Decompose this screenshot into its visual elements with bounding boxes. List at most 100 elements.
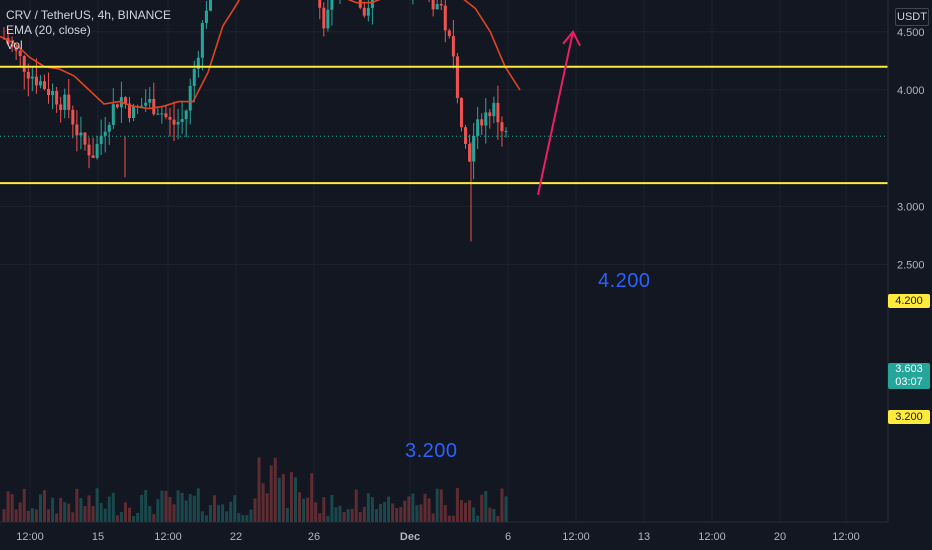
volume-bar <box>160 490 164 522</box>
volume-bar <box>237 513 241 522</box>
volume-bar <box>140 494 144 522</box>
time-tick-label: 12:00 <box>562 531 590 543</box>
candle-body <box>492 102 496 117</box>
volume-bar <box>326 515 330 522</box>
volume-bar <box>395 508 399 522</box>
candle-body <box>370 0 374 8</box>
ema-indicator-label[interactable]: EMA (20, close) <box>6 23 91 37</box>
volume-indicator-label[interactable]: Vol <box>6 38 23 52</box>
candle-body <box>455 56 459 98</box>
volume-bar <box>318 513 322 522</box>
bar-countdown: 03:07 <box>895 376 923 388</box>
level-tag-lower: 3.200 <box>888 410 930 424</box>
volume-bar <box>302 498 306 522</box>
volume-bar <box>249 509 253 522</box>
volume-bar <box>180 492 184 522</box>
support-price-label[interactable]: 3.200 <box>405 440 458 462</box>
volume-bar <box>464 502 468 522</box>
volume-bar <box>261 483 265 522</box>
time-tick-label: 15 <box>92 531 104 543</box>
candle-body <box>164 113 168 118</box>
candle-body <box>91 155 95 158</box>
volume-bar <box>221 504 225 522</box>
volume-bar <box>47 509 51 522</box>
symbol-title[interactable]: CRV / TetherUS, 4h, BINANCE <box>6 8 171 22</box>
candle-body <box>18 50 22 56</box>
candle-body <box>184 110 188 120</box>
candle-body <box>22 55 26 72</box>
volume-bar <box>176 490 180 522</box>
volume-bar <box>241 515 245 522</box>
volume-bar <box>115 515 119 522</box>
volume-bar <box>18 502 22 522</box>
volume-bar <box>391 503 395 522</box>
volume-bar <box>22 488 26 522</box>
volume-bar <box>107 496 111 522</box>
volume-bar <box>184 500 188 522</box>
price-tick-label: 4.000 <box>897 85 925 97</box>
volume-bar <box>172 504 176 522</box>
candle-body <box>99 135 103 145</box>
volume-bar <box>431 513 435 522</box>
volume-bar <box>427 498 431 522</box>
target-price-label[interactable]: 4.200 <box>598 270 651 292</box>
price-tick-label: 4.500 <box>897 27 925 39</box>
volume-bar <box>99 502 103 522</box>
candle-body <box>123 97 127 104</box>
candle-body <box>38 81 42 86</box>
candle-body <box>431 0 435 10</box>
candle-body <box>208 0 212 11</box>
volume-bar <box>245 515 249 522</box>
volume-bar <box>314 502 318 522</box>
candle-body <box>488 112 492 117</box>
projection-arrow[interactable] <box>537 29 581 195</box>
candle-body <box>87 144 91 156</box>
candle-body <box>447 30 451 37</box>
volume-bar <box>132 515 136 522</box>
volume-bar <box>63 502 67 522</box>
candle-body <box>496 102 500 123</box>
volume-bar <box>273 457 277 522</box>
volume-bar <box>253 498 257 522</box>
candle-body <box>468 143 472 162</box>
volume-bar <box>111 492 115 522</box>
volume-bar <box>123 502 127 522</box>
chart-legend: CRV / TetherUS, 4h, BINANCE EMA (20, clo… <box>6 8 171 53</box>
volume-bar <box>119 511 123 522</box>
volume-bar <box>75 488 79 522</box>
candle-body <box>14 46 18 51</box>
currency-button[interactable]: USDT <box>895 8 929 26</box>
volume-bar <box>265 493 269 522</box>
candle-body <box>435 4 439 10</box>
candle-body <box>472 135 476 162</box>
volume-bar <box>374 508 378 522</box>
volume-bar <box>492 509 496 522</box>
current-price-value: 3.603 <box>895 363 923 375</box>
candle-body <box>55 91 59 105</box>
candle-body <box>26 71 30 79</box>
candle-body <box>51 91 55 96</box>
volume-bar <box>38 494 42 522</box>
time-tick-label: 20 <box>774 531 786 543</box>
volume-bar <box>79 498 83 522</box>
candle-body <box>10 44 14 47</box>
candle-body <box>366 7 370 16</box>
candle-body <box>330 0 334 10</box>
candle-body <box>168 117 172 120</box>
volume-bar <box>144 489 148 522</box>
horizontal-levels[interactable] <box>0 65 888 185</box>
volume-bar <box>496 515 500 522</box>
volume-bar <box>484 490 488 522</box>
candle-body <box>30 76 34 79</box>
volume-bar <box>128 507 131 522</box>
candle-body <box>75 124 79 136</box>
candle-body <box>480 119 484 126</box>
time-tick-label: 12:00 <box>16 531 44 543</box>
volume-bar <box>34 509 38 522</box>
volume-bar <box>289 472 293 522</box>
time-axis[interactable]: 12:00 15 12:00 22 26 Dec 6 12:00 13 12:00 20 12:00 <box>16 531 860 543</box>
candle-body <box>476 119 480 136</box>
volume-bar <box>480 494 484 522</box>
